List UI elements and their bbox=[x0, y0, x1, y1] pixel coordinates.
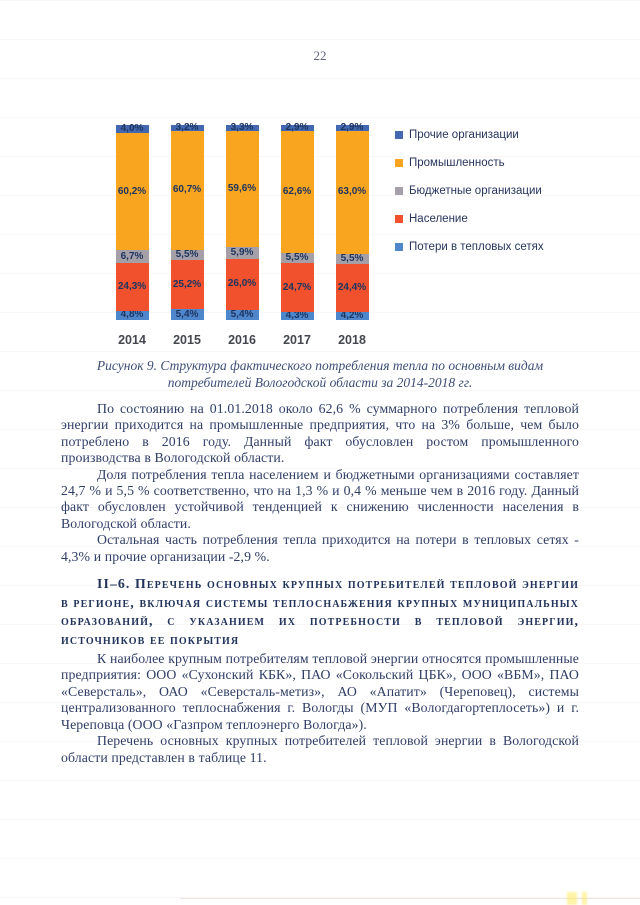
legend-item: Бюджетные организации bbox=[395, 177, 590, 205]
bar-segment: 5,4% bbox=[170, 308, 204, 320]
legend-label: Промышленность bbox=[409, 157, 505, 169]
legend-label: Потери в тепловых сетях bbox=[409, 241, 544, 253]
bar-segment: 5,5% bbox=[335, 252, 369, 265]
bar-segment: 26,0% bbox=[225, 258, 259, 310]
x-axis-label: 2017 bbox=[283, 333, 311, 347]
bar-segment: 5,9% bbox=[225, 247, 259, 259]
figure-caption: Рисунок 9. Структура фактического потреб… bbox=[96, 358, 544, 390]
bar-segment: 24,3% bbox=[115, 263, 149, 311]
page-number: 22 bbox=[313, 48, 327, 63]
segment-value-label: 5,5% bbox=[175, 249, 199, 260]
bar-segment: 62,6% bbox=[280, 130, 314, 253]
segment-value-label: 5,5% bbox=[340, 252, 364, 264]
legend-item: Потери в тепловых сетях bbox=[395, 233, 590, 261]
bar-segment: 4,8% bbox=[115, 309, 149, 321]
chart-legend: Прочие организации Промышленность Бюджетны… bbox=[395, 121, 590, 261]
segment-value-label: 5,4% bbox=[175, 308, 199, 320]
segment-value-label: 60,7% bbox=[172, 184, 202, 196]
bar-2015: 5,4% 25,2% 5,5% 60,7% 3,2% bbox=[170, 122, 204, 320]
stacked-bar-chart: 4,8% 24,3% 6,7% 60,2% 4,0% 2014 5,4% 25,2% 5,5% 6… bbox=[85, 95, 590, 347]
bar-segment: 4,0% bbox=[115, 122, 149, 134]
legend-label: Население bbox=[409, 213, 468, 225]
segment-value-label: 25,2% bbox=[172, 278, 202, 290]
section-heading: II–6. Перечень основных крупных потребит… bbox=[61, 576, 580, 647]
segment-value-label: 62,6% bbox=[282, 185, 312, 197]
bar-segment: 25,2% bbox=[170, 260, 204, 310]
legend-item: Население bbox=[395, 205, 590, 233]
bar-segment: 24,4% bbox=[335, 264, 369, 312]
bar-segment: 24,7% bbox=[280, 263, 314, 312]
segment-value-label: 4,8% bbox=[120, 309, 144, 321]
legend-swatch-icon bbox=[395, 243, 403, 251]
segment-value-label: 24,7% bbox=[282, 281, 312, 293]
scan-artifact-smudge bbox=[567, 892, 577, 905]
segment-value-label: 24,4% bbox=[337, 282, 367, 294]
paragraph: К наиболее крупным потребителям тепловой… bbox=[61, 651, 579, 732]
legend-item: Прочие организации bbox=[395, 121, 590, 149]
paragraph: Остальная часть потребления тепла приход… bbox=[61, 532, 579, 564]
bar-segment: 3,2% bbox=[170, 122, 204, 134]
paragraph: Перечень основных крупных потребителей т… bbox=[61, 733, 579, 765]
bar-segment: 5,4% bbox=[225, 308, 259, 320]
segment-value-label: 5,4% bbox=[230, 308, 254, 320]
segment-value-label: 6,7% bbox=[120, 250, 144, 262]
bar-segment: 63,0% bbox=[335, 130, 369, 254]
body-text: По состоянию на 01.01.2018 около 62,6 % … bbox=[61, 401, 579, 766]
bar-segment: 5,5% bbox=[280, 252, 314, 264]
bar-segment: 5,5% bbox=[170, 249, 204, 261]
x-axis-label: 2015 bbox=[173, 333, 201, 347]
segment-value-label: 5,9% bbox=[230, 247, 254, 259]
legend-label: Прочие организации bbox=[409, 129, 519, 141]
legend-label: Бюджетные организации bbox=[409, 185, 542, 197]
legend-swatch-icon bbox=[395, 159, 403, 167]
segment-value-label: 26,0% bbox=[227, 278, 257, 290]
bar-segment: 60,7% bbox=[170, 131, 204, 250]
bar-segment: 59,6% bbox=[225, 131, 259, 248]
bar-2016: 5,4% 26,0% 5,9% 59,6% 3,3% bbox=[225, 122, 259, 320]
chart-plot: 4,8% 24,3% 6,7% 60,2% 4,0% 2014 5,4% 25,2% 5,5% 6… bbox=[85, 95, 475, 347]
scan-artifact-smudge bbox=[582, 892, 587, 905]
segment-value-label: 5,5% bbox=[285, 252, 309, 264]
scan-artifact-line bbox=[180, 898, 640, 899]
bar-segment: 2,9% bbox=[280, 121, 314, 133]
bar-segment: 2,9% bbox=[335, 121, 369, 133]
segment-value-label: 4,3% bbox=[285, 309, 309, 321]
paragraph: По состоянию на 01.01.2018 около 62,6 % … bbox=[61, 401, 579, 466]
segment-value-label: 59,6% bbox=[227, 183, 257, 195]
bar-segment: 3,3% bbox=[225, 122, 259, 134]
segment-value-label: 3,2% bbox=[175, 122, 199, 134]
legend-swatch-icon bbox=[395, 215, 403, 223]
legend-swatch-icon bbox=[395, 131, 403, 139]
bar-2017: 4,3% 24,7% 5,5% 62,6% 2,9% bbox=[280, 121, 314, 321]
bar-segment: 4,3% bbox=[280, 309, 314, 321]
segment-value-label: 3,3% bbox=[230, 122, 254, 134]
bar-segment: 4,2% bbox=[335, 309, 369, 321]
bar-segment: 60,2% bbox=[115, 132, 149, 251]
segment-value-label: 2,9% bbox=[285, 121, 309, 133]
x-axis-label: 2018 bbox=[338, 333, 366, 347]
paragraph: Доля потребления тепла населением и бюдж… bbox=[61, 466, 579, 531]
legend-swatch-icon bbox=[395, 187, 403, 195]
x-axis-label: 2016 bbox=[228, 333, 256, 347]
legend-item: Промышленность bbox=[395, 149, 590, 177]
segment-value-label: 63,0% bbox=[337, 186, 367, 198]
bar-2014: 4,8% 24,3% 6,7% 60,2% 4,0% bbox=[115, 122, 149, 321]
bar-2018: 4,2% 24,4% 5,5% 63,0% 2,9% bbox=[335, 121, 369, 321]
segment-value-label: 4,2% bbox=[340, 309, 364, 321]
segment-value-label: 2,9% bbox=[340, 121, 364, 133]
segment-value-label: 24,3% bbox=[117, 280, 147, 292]
bar-segment: 6,7% bbox=[115, 250, 149, 264]
segment-value-label: 4,0% bbox=[120, 122, 144, 134]
segment-value-label: 60,2% bbox=[117, 185, 147, 197]
x-axis-label: 2014 bbox=[118, 333, 146, 347]
